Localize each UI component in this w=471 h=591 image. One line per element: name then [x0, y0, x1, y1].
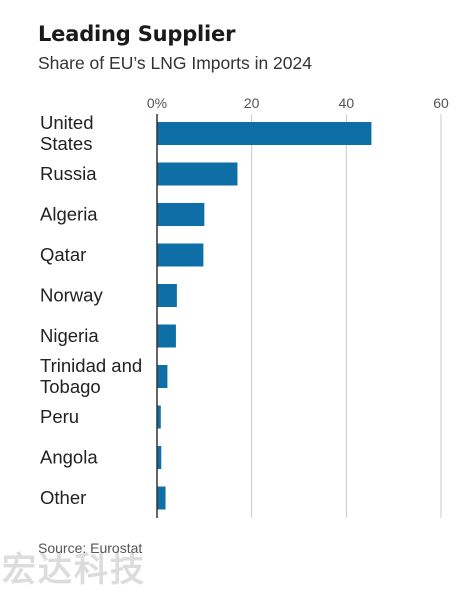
category-label: Angola	[40, 447, 98, 468]
bar	[157, 446, 162, 469]
category-label: Peru	[40, 406, 79, 427]
bar	[157, 486, 166, 510]
category-label: Qatar	[40, 244, 86, 265]
bar	[157, 203, 205, 226]
x-tick-label: 40	[339, 95, 355, 111]
category-label: Trinidad and Tobago	[40, 355, 142, 397]
x-tick-label: 60	[433, 95, 449, 111]
bar	[157, 365, 168, 388]
bar	[157, 162, 238, 186]
source-note: Source: Eurostat	[38, 540, 143, 556]
bar	[157, 405, 161, 429]
bar	[157, 243, 204, 267]
category-label: Nigeria	[40, 325, 99, 346]
category-label: United States	[40, 112, 93, 154]
category-label: Russia	[40, 163, 97, 184]
category-label: Other	[40, 487, 86, 508]
x-tick-label: 0%	[147, 95, 167, 111]
bar	[157, 122, 372, 145]
chart-subtitle: Share of EU’s LNG Imports in 2024	[38, 53, 312, 73]
x-tick-label: 20	[244, 95, 260, 111]
chart-title: Leading Supplier	[38, 22, 236, 46]
bar	[157, 284, 177, 307]
category-label: Norway	[40, 285, 103, 306]
category-label: Algeria	[40, 204, 98, 225]
bar	[157, 324, 176, 348]
